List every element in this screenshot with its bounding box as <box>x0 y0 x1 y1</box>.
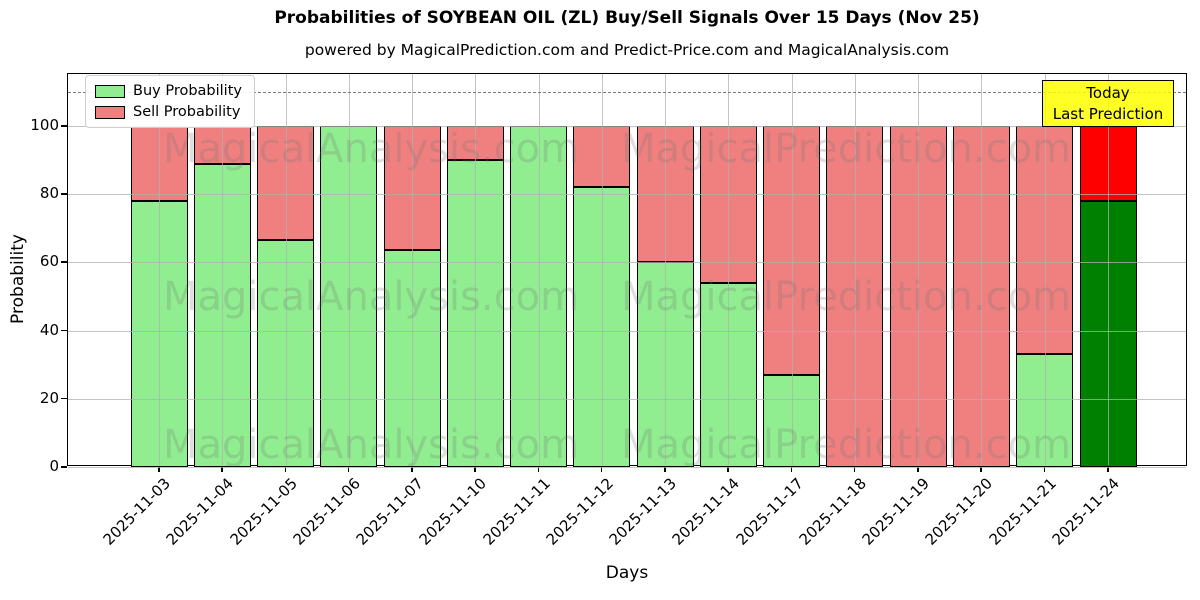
gridline-vertical <box>1108 74 1109 465</box>
y-tick-label: 40 <box>39 320 59 339</box>
watermark-text: MagicalPrediction.com <box>621 126 1071 172</box>
gridline-vertical <box>601 74 603 465</box>
x-axis-label: Days <box>605 563 649 583</box>
legend-label-sell: Sell Probability <box>133 104 241 120</box>
gridline-vertical <box>412 74 414 465</box>
x-tick-mark <box>474 466 476 472</box>
gridline-vertical <box>728 74 730 465</box>
y-tick-mark <box>61 397 67 400</box>
gridline-vertical <box>285 74 287 465</box>
chart-subtitle: powered by MagicalPrediction.com and Pre… <box>304 41 950 59</box>
y-tick-mark <box>61 329 67 332</box>
gridline-horizontal <box>68 398 1186 400</box>
x-tick-mark <box>917 466 919 472</box>
y-tick-mark <box>61 125 67 127</box>
today-annotation-line2: Last Prediction <box>1052 104 1164 123</box>
plot-area: Buy Probability Sell Probability Today L… <box>67 73 1187 468</box>
x-tick-mark <box>537 466 540 472</box>
today-annotation: Today Last Prediction <box>1042 80 1174 127</box>
x-tick-mark <box>664 466 666 472</box>
y-tick-mark <box>61 261 67 263</box>
legend-swatch-buy-icon <box>95 84 125 98</box>
legend-label-buy: Buy Probability <box>133 83 242 99</box>
today-annotation-line1: Today <box>1086 83 1130 102</box>
x-tick-mark <box>853 466 856 472</box>
chart-title: Probabilities of SOYBEAN OIL (ZL) Buy/Se… <box>274 8 980 28</box>
legend-swatch-sell-icon <box>95 105 125 119</box>
legend: Buy Probability Sell Probability <box>85 75 255 128</box>
gridline-vertical <box>475 74 477 465</box>
x-tick-mark <box>1107 466 1109 472</box>
gridline-horizontal <box>68 262 1186 264</box>
dashed-threshold-line <box>68 91 1186 93</box>
gridline-vertical <box>665 74 667 465</box>
gridline-vertical <box>854 74 856 465</box>
watermark-text: MagicalPrediction.com <box>621 422 1071 468</box>
gridline-horizontal <box>68 330 1186 332</box>
y-tick-label: 100 <box>30 116 59 134</box>
x-tick-mark <box>347 466 350 472</box>
gridline-vertical <box>222 74 224 465</box>
gridline-vertical <box>918 74 920 465</box>
watermark-text: MagicalAnalysis.com <box>162 274 580 320</box>
y-tick-label: 80 <box>39 184 59 203</box>
y-tick-mark <box>61 466 67 468</box>
gridline-vertical <box>1044 74 1046 465</box>
gridline-vertical <box>348 74 350 465</box>
watermark-text: MagicalAnalysis.com <box>162 422 580 468</box>
x-tick-mark <box>980 466 982 472</box>
x-tick-mark <box>727 466 729 472</box>
legend-item-buy: Buy Probability <box>95 83 242 99</box>
y-tick-label: 60 <box>39 252 59 271</box>
gridline-vertical <box>538 74 540 465</box>
y-tick-mark <box>61 193 67 195</box>
x-tick-mark <box>790 466 793 472</box>
x-tick-mark <box>1043 466 1046 472</box>
x-tick-mark <box>600 466 603 472</box>
watermark-text: MagicalPrediction.com <box>621 274 1071 320</box>
gridline-vertical <box>791 74 793 465</box>
x-tick-mark <box>411 466 413 472</box>
x-tick-mark <box>284 466 287 472</box>
y-tick-label: 20 <box>39 388 59 407</box>
gridline-horizontal <box>68 126 1186 127</box>
y-tick-label: 0 <box>49 457 59 475</box>
x-tick-mark <box>158 466 160 472</box>
gridline-horizontal <box>68 467 1186 468</box>
gridline-vertical <box>981 74 983 465</box>
gridline-vertical <box>159 74 160 465</box>
watermark-text: MagicalAnalysis.com <box>162 126 580 172</box>
gridline-horizontal <box>68 194 1186 196</box>
x-tick-mark <box>221 466 223 472</box>
legend-item-sell: Sell Probability <box>95 104 242 120</box>
